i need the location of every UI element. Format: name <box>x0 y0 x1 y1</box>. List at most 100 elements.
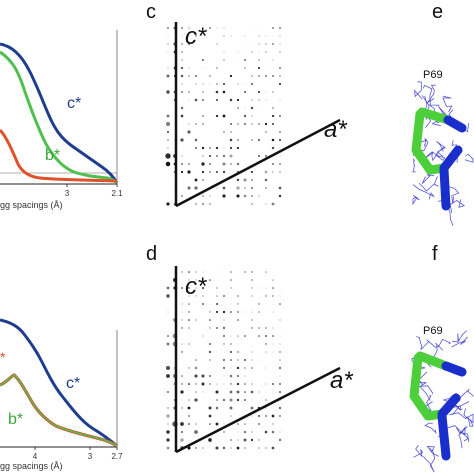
diffraction-spot <box>167 147 169 149</box>
diffraction-spot <box>265 35 267 37</box>
diffraction-spot <box>202 303 204 305</box>
diffraction-spot <box>167 27 169 29</box>
diffraction-spot <box>209 83 211 85</box>
diffraction-spot <box>194 138 198 142</box>
diffraction-spot <box>188 343 190 345</box>
diffraction-spot <box>215 406 219 410</box>
diffraction-spot <box>251 431 253 433</box>
panel-d-diagonal-axis <box>175 366 341 454</box>
diffraction-spot <box>181 35 183 37</box>
diffraction-spot <box>279 359 281 361</box>
diffraction-spot <box>258 335 260 337</box>
diffraction-spot <box>265 295 267 297</box>
diffraction-spot <box>215 90 219 94</box>
diffraction-spot <box>167 67 169 69</box>
diffraction-spot <box>194 366 198 370</box>
diffraction-spot <box>180 106 184 110</box>
diffraction-spot <box>222 310 226 314</box>
panel-d-spots <box>165 271 282 450</box>
diffraction-spot <box>215 310 219 314</box>
diffraction-spot <box>181 59 183 61</box>
diffraction-spot <box>237 311 239 313</box>
diffraction-spot <box>265 155 267 157</box>
diffraction-spot <box>216 83 218 85</box>
diffraction-spot <box>251 139 253 141</box>
diffraction-spot <box>265 67 267 69</box>
diffraction-spot <box>237 59 239 61</box>
diffraction-spot <box>188 295 190 297</box>
diffraction-spot <box>265 287 267 289</box>
diffraction-spot <box>195 287 197 289</box>
diffraction-spot <box>223 319 225 321</box>
diffraction-spot <box>244 367 246 369</box>
diffraction-spot <box>229 310 233 314</box>
diffraction-spot <box>202 99 204 101</box>
density-mesh-line <box>464 153 474 163</box>
diffraction-spot <box>209 375 211 377</box>
diffraction-spot <box>278 438 282 442</box>
diffraction-spot <box>272 351 274 353</box>
diffraction-spot <box>236 162 240 166</box>
diffraction-spot <box>223 59 225 61</box>
diffraction-spot <box>278 390 282 394</box>
diffraction-spot <box>208 406 212 410</box>
density-mesh-line <box>436 141 446 153</box>
diffraction-spot <box>230 439 232 441</box>
diffraction-spot <box>272 91 274 93</box>
diffraction-spot <box>181 27 183 29</box>
chart-top-xlabel: gg spacings (Å) <box>0 200 63 210</box>
diffraction-spot <box>278 82 282 86</box>
diffraction-spot <box>258 35 260 37</box>
diffraction-spot <box>223 383 225 385</box>
diffraction-spot <box>167 51 169 53</box>
diffraction-spot <box>187 186 191 190</box>
diffraction-spot <box>201 202 205 206</box>
diffraction-spot <box>244 431 246 433</box>
diffraction-spot <box>251 203 253 205</box>
diffraction-spot <box>265 59 267 61</box>
diffraction-spot <box>215 446 219 450</box>
panel-e-letter: e <box>432 1 443 23</box>
diffraction-spot <box>279 67 281 69</box>
diffraction-spot <box>272 163 274 165</box>
diffraction-spot <box>265 51 267 53</box>
density-mesh-line <box>421 174 435 184</box>
diffraction-spot <box>181 407 183 409</box>
diffraction-spot <box>272 59 274 61</box>
diffraction-spot <box>229 98 233 102</box>
diffraction-spot <box>265 447 267 449</box>
density-mesh-line <box>414 81 423 100</box>
diffraction-spot <box>279 155 281 157</box>
diffraction-spot <box>187 414 191 418</box>
diffraction-spot <box>202 295 204 297</box>
diffraction-spot <box>278 194 282 198</box>
chart-bottom-tick-label-3: 3 <box>88 452 93 461</box>
diffraction-spot <box>165 161 171 167</box>
diffraction-spot <box>272 335 274 337</box>
diffraction-spot <box>223 375 225 377</box>
diffraction-spot <box>209 311 211 313</box>
diffraction-spot <box>258 287 260 289</box>
diffraction-spot <box>188 383 190 385</box>
diffraction-spot <box>216 155 218 157</box>
panel-c-vertical-axis-label: c* <box>185 23 207 50</box>
panel-e-backbone-bond <box>439 165 451 211</box>
diffraction-spot <box>237 83 239 85</box>
panel-f-proline-ring <box>409 353 447 421</box>
diffraction-spot <box>251 367 253 369</box>
diffraction-spot <box>272 187 274 189</box>
diffraction-spot <box>181 351 183 353</box>
diffraction-spot <box>265 327 267 329</box>
diffraction-spot <box>230 303 232 305</box>
diffraction-spot <box>258 59 260 61</box>
series-b-star-label-2: b* <box>8 411 23 428</box>
diffraction-spot <box>244 187 246 189</box>
diffraction-spot <box>250 170 254 174</box>
diffraction-spot <box>188 367 190 369</box>
diffraction-spot <box>181 163 183 165</box>
panel-d-letter: d <box>146 243 157 265</box>
diffraction-spot <box>251 187 253 189</box>
diffraction-spot <box>181 43 183 45</box>
diffraction-spot <box>265 383 267 385</box>
density-mesh-line <box>422 84 440 106</box>
